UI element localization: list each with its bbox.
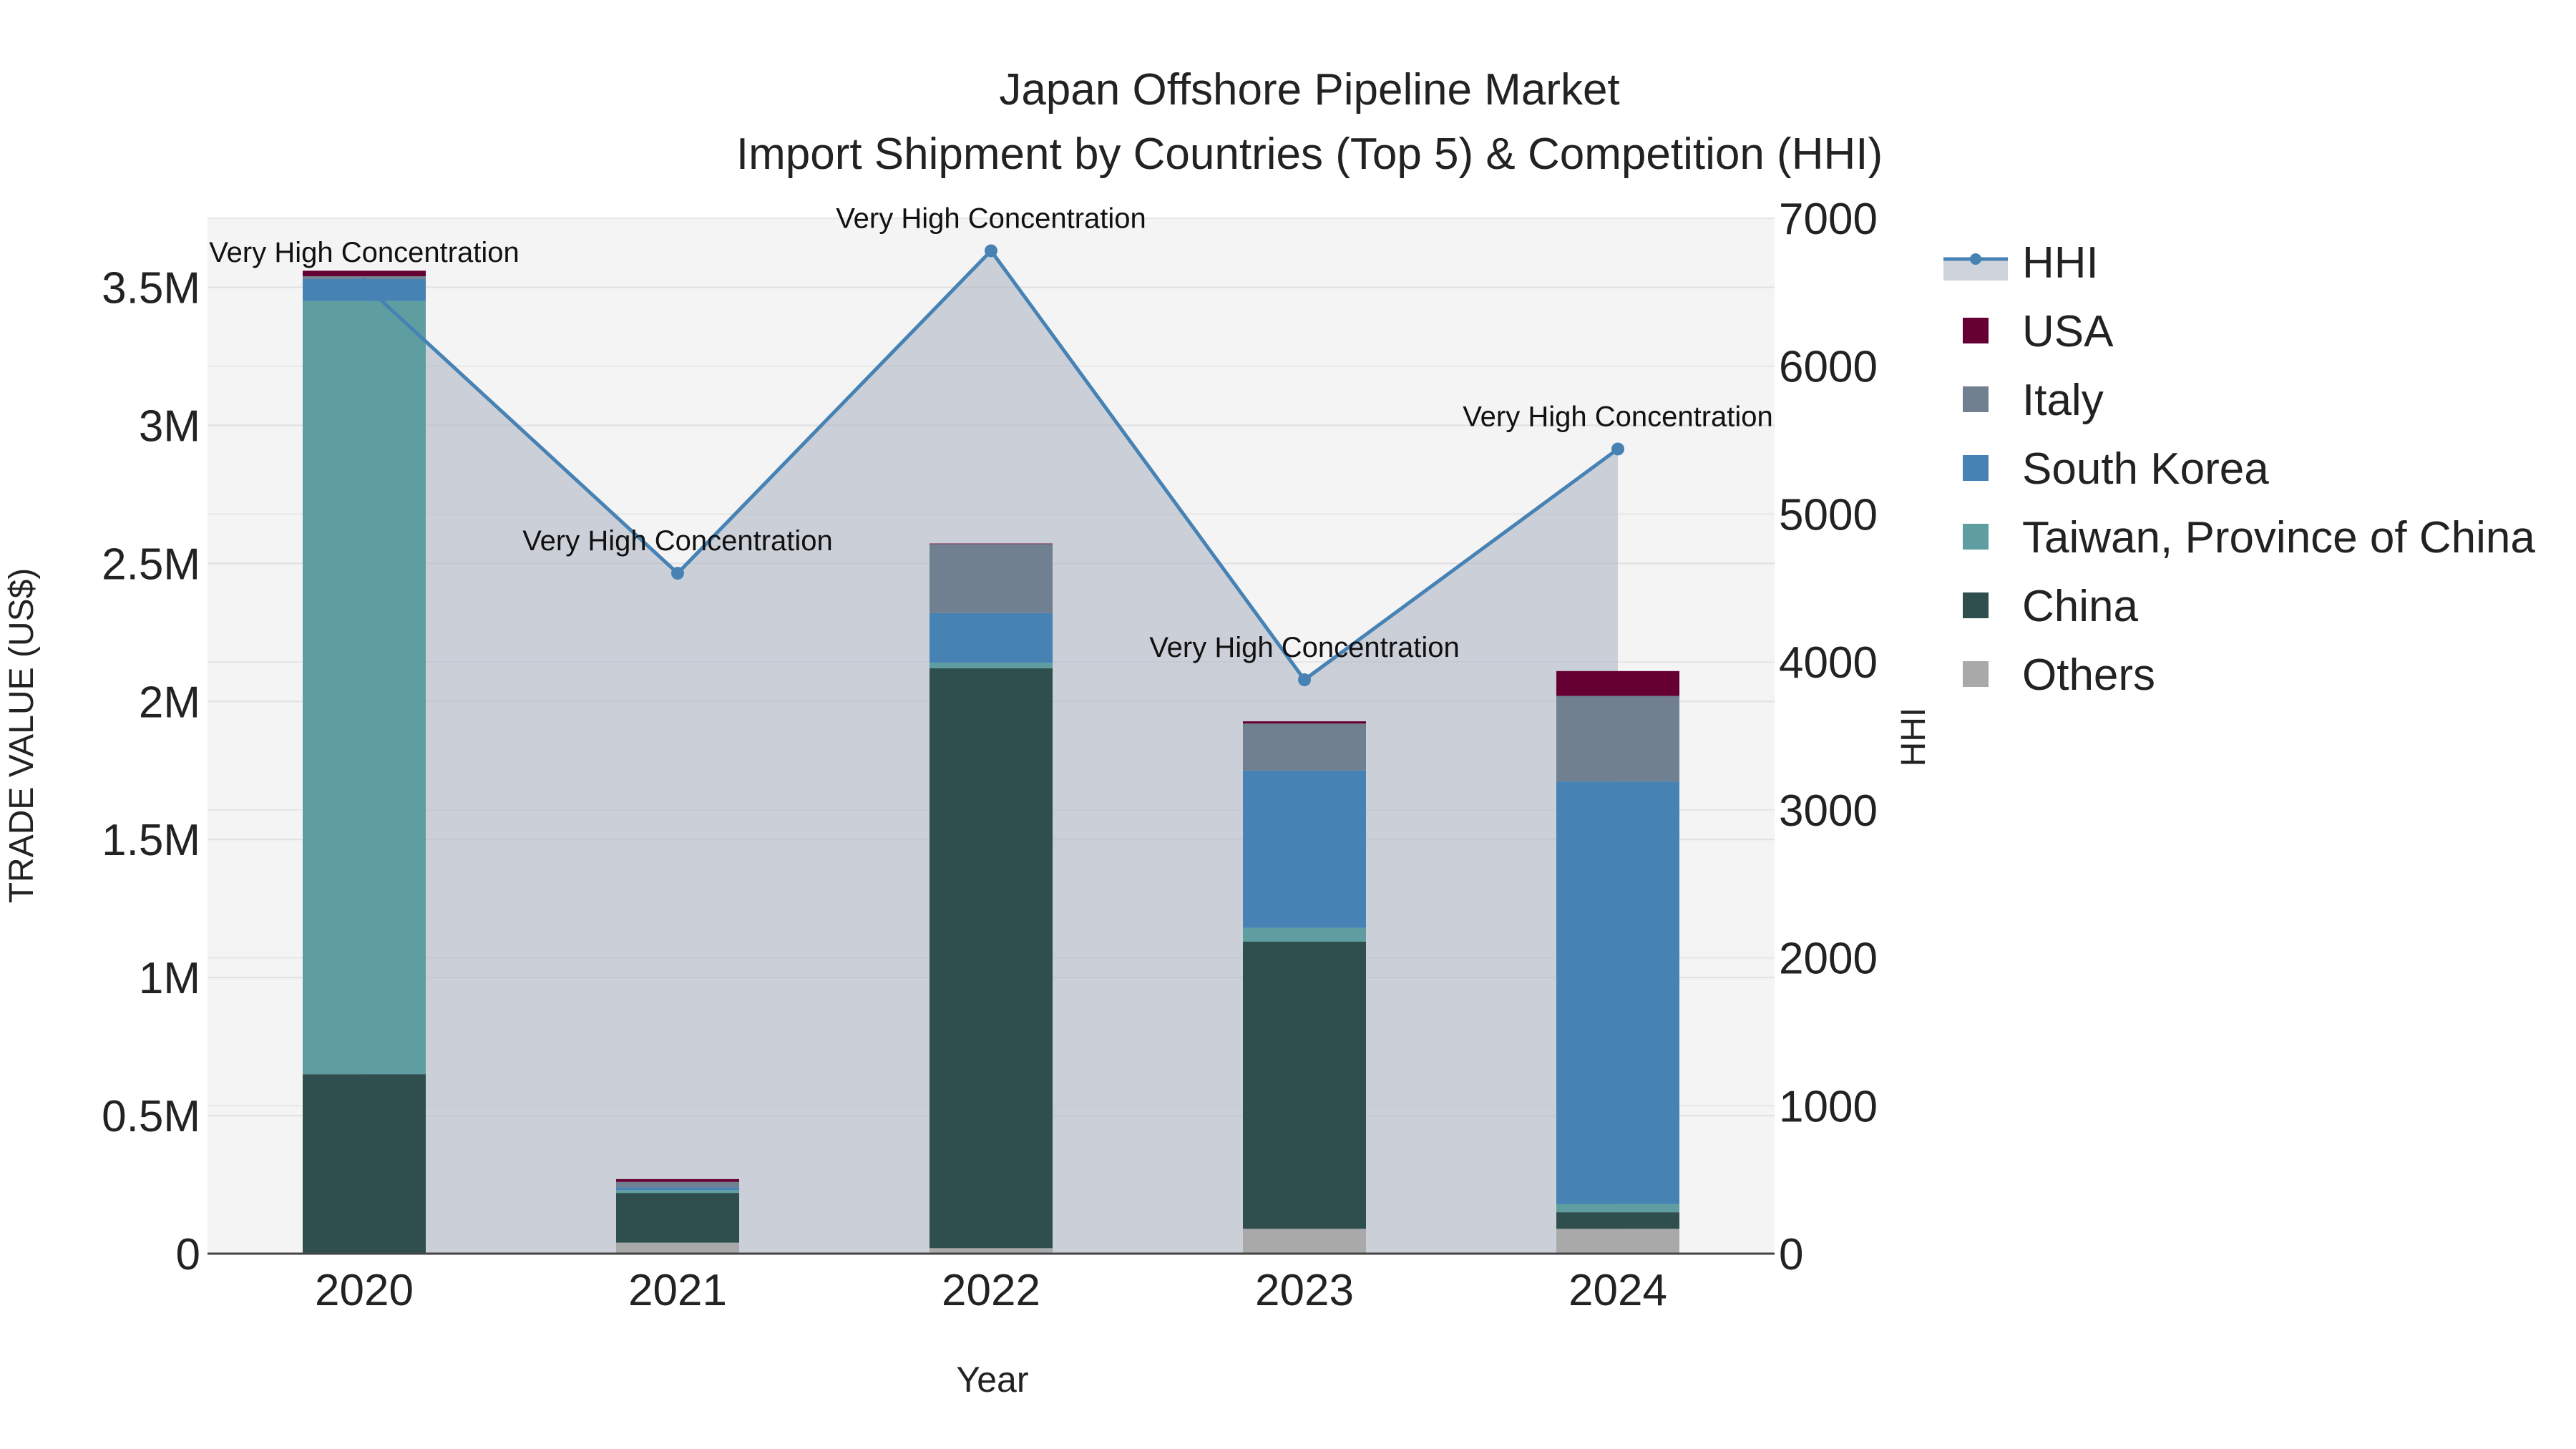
- hhi-label-2020: Very High Concentration: [209, 237, 519, 268]
- legend-swatch: [1963, 318, 1989, 343]
- bar-2023-italy: [1243, 723, 1366, 771]
- y2-tick-label: 1000: [1779, 1082, 1878, 1131]
- legend-item-china: China: [1963, 582, 2139, 631]
- bar-2022-south-korea: [930, 613, 1053, 663]
- bar-2022-italy: [930, 544, 1053, 613]
- y2-axis-title: HHI: [1895, 708, 1933, 767]
- bar-2023-china: [1243, 941, 1366, 1229]
- bar-2021-others: [616, 1242, 739, 1254]
- legend-label: Taiwan, Province of China: [2022, 513, 2535, 562]
- y-tick-label: 0: [176, 1230, 200, 1279]
- bar-2022-others: [930, 1248, 1053, 1254]
- bar-2020-italy: [303, 276, 426, 279]
- y2-tick-label: 2000: [1779, 935, 1878, 984]
- hhi-label-2022: Very High Concentration: [836, 203, 1146, 234]
- y-tick-label: 0.5M: [102, 1092, 200, 1141]
- legend-item-italy: Italy: [1963, 376, 2104, 425]
- x-tick-label: 2024: [1568, 1266, 1667, 1315]
- chart-title-line1: Japan Offshore Pipeline Market: [999, 65, 1619, 114]
- bar-2024-others: [1556, 1229, 1679, 1254]
- legend-swatch: [1963, 386, 1989, 412]
- bar-2020-taiwan-province-of-china: [303, 301, 426, 1075]
- legend-label: South Korea: [2022, 444, 2269, 494]
- bar-2021-south-korea: [616, 1187, 739, 1191]
- legend-swatch: [1963, 524, 1989, 550]
- legend-label: USA: [2022, 307, 2114, 356]
- x-tick-label: 2021: [628, 1266, 727, 1315]
- bar-2020-china: [303, 1074, 426, 1254]
- y-tick-label: 2.5M: [102, 540, 200, 589]
- legend-label: Italy: [2022, 376, 2104, 425]
- y-tick-label: 1.5M: [102, 816, 200, 865]
- axes: 0 0.5M 1M 1.5M 2M 2.5M 3M 3.5M 0 1000 2000 3000 4000…: [102, 195, 1878, 1315]
- y2-tick-label: 6000: [1779, 343, 1878, 392]
- bar-2020-usa: [303, 270, 426, 277]
- hhi-label-2021: Very High Concentration: [522, 525, 833, 557]
- hhi-point-2021: [671, 567, 684, 580]
- hhi-label-2024: Very High Concentration: [1463, 401, 1773, 432]
- legend-label: HHI: [2022, 238, 2099, 288]
- y2-tick-label: 4000: [1779, 638, 1878, 688]
- bar-2022-taiwan-province-of-china: [930, 663, 1053, 668]
- chart-title-line2: Import Shipment by Countries (Top 5) & C…: [736, 130, 1883, 179]
- hhi-line: [358, 244, 1624, 686]
- y2-tick-label: 7000: [1779, 195, 1878, 244]
- bar-2021-taiwan-province-of-china: [616, 1190, 739, 1194]
- legend-swatch: [1963, 455, 1989, 481]
- bar-2022-china: [930, 668, 1053, 1249]
- bar-2023-south-korea: [1243, 770, 1366, 928]
- legend-item-south-korea: South Korea: [1963, 444, 2269, 494]
- bar-2024-italy: [1556, 696, 1679, 782]
- bar-2024-south-korea: [1556, 781, 1679, 1204]
- x-tick-label: 2022: [942, 1266, 1040, 1315]
- bar-2023-usa: [1243, 721, 1366, 724]
- y-axis-title: TRADE VALUE (US$): [3, 568, 41, 904]
- bar-2021-usa: [616, 1179, 739, 1182]
- legend-swatch: [1963, 592, 1989, 618]
- legend-item-usa: USA: [1963, 307, 2114, 356]
- bar-2024-usa: [1556, 670, 1679, 696]
- legend-item-taiwan-province-of-china: Taiwan, Province of China: [1963, 513, 2535, 562]
- y-tick-label: 3M: [139, 401, 200, 451]
- y2-tick-label: 5000: [1779, 490, 1878, 540]
- y-tick-label: 1M: [139, 954, 200, 1003]
- legend-swatch-hhi-marker: [1970, 253, 1981, 265]
- y-tick-label: 3.5M: [102, 263, 200, 313]
- bar-2021-italy: [616, 1181, 739, 1188]
- x-axis-title: Year: [956, 1360, 1028, 1400]
- annotations: Very High Concentration Very High Concent…: [209, 203, 1773, 663]
- legend: HHI USA Italy South Korea Taiwan, Province o…: [1943, 238, 2535, 700]
- bar-2023-taiwan-province-of-china: [1243, 927, 1366, 942]
- y2-tick-label: 3000: [1779, 786, 1878, 836]
- hhi-label-2023: Very High Concentration: [1149, 632, 1460, 663]
- legend-label: Others: [2022, 650, 2155, 700]
- bar-2024-china: [1556, 1212, 1679, 1229]
- legend-swatch: [1963, 661, 1989, 687]
- bars: [303, 270, 1679, 1254]
- bar-2023-others: [1243, 1229, 1366, 1254]
- y2-tick-label: 0: [1779, 1230, 1803, 1279]
- x-tick-label: 2023: [1255, 1266, 1354, 1315]
- hhi-point-2020: [358, 278, 371, 292]
- x-tick-label: 2020: [315, 1266, 414, 1315]
- bar-2021-china: [616, 1193, 739, 1243]
- bar-2024-taiwan-province-of-china: [1556, 1204, 1679, 1213]
- hhi-point-2022: [985, 244, 997, 258]
- legend-label: China: [2022, 582, 2139, 631]
- y-tick-label: 2M: [139, 678, 200, 727]
- hhi-point-2023: [1298, 673, 1311, 686]
- legend-item-hhi: HHI: [1943, 238, 2099, 288]
- bar-2022-usa: [930, 543, 1053, 545]
- legend-item-others: Others: [1963, 650, 2155, 700]
- hhi-point-2024: [1611, 442, 1624, 456]
